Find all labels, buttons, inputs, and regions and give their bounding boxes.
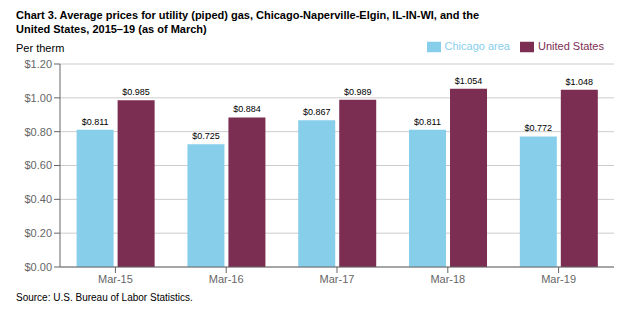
svg-text:$1.20: $1.20	[24, 58, 52, 70]
svg-text:$0.811: $0.811	[414, 117, 441, 127]
svg-text:Mar-16: Mar-16	[209, 273, 244, 285]
html-text:Chicago area: Chicago area	[444, 40, 510, 52]
html-text:Source: U.S. Bureau of Labor S: Source: U.S. Bureau of Labor Statistics.	[16, 292, 193, 303]
svg-text:$0.772: $0.772	[525, 123, 553, 133]
html-text:United States: United States	[538, 40, 604, 52]
svg-text:$1.048: $1.048	[566, 77, 594, 87]
html-text:Per therm: Per therm	[16, 42, 65, 54]
svg-text:$0.20: $0.20	[24, 227, 52, 239]
svg-text:Mar-19: Mar-19	[541, 273, 576, 285]
svg-text:$0.80: $0.80	[24, 126, 52, 138]
svg-text:$0.989: $0.989	[344, 87, 372, 97]
svg-text:$0.867: $0.867	[303, 107, 331, 117]
svg-text:$0.40: $0.40	[24, 193, 52, 205]
svg-text:Mar-17: Mar-17	[320, 273, 355, 285]
svg-text:$0.985: $0.985	[122, 87, 150, 97]
svg-text:$0.00: $0.00	[24, 261, 52, 273]
svg-text:$0.60: $0.60	[24, 159, 52, 171]
svg-text:$1.00: $1.00	[24, 92, 52, 104]
svg-text:Mar-15: Mar-15	[98, 273, 133, 285]
svg-text:$0.725: $0.725	[192, 131, 220, 141]
svg-text:$0.884: $0.884	[233, 104, 261, 114]
svg-text:$1.054: $1.054	[455, 76, 483, 86]
html-text:Chart 3. Average prices for ut: Chart 3. Average prices for utility (pip…	[16, 9, 480, 21]
svg-text:$0.811: $0.811	[82, 117, 109, 127]
html-text:United States, 2015–19 (as of: United States, 2015–19 (as of March)	[16, 23, 207, 35]
svg-text:Mar-18: Mar-18	[430, 273, 465, 285]
